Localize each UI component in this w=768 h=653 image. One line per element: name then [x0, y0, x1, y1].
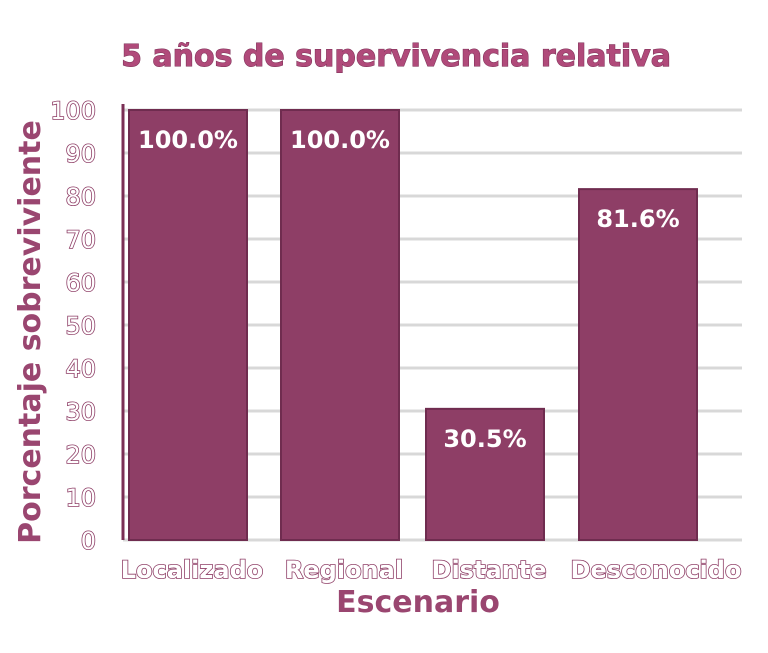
bars: 100.0% 100.0% 30.5% 81.6% [128, 109, 698, 541]
y-tick-label: 60 [65, 269, 96, 297]
x-axis-title: Escenario [336, 585, 500, 620]
x-category-labels: Localizado Regional Distante Desconocido [120, 555, 742, 585]
y-tick-label: 70 [65, 226, 96, 254]
bar-value-label: 30.5% [443, 425, 526, 453]
chart-title: 5 años de supervivencia relativa [121, 39, 671, 74]
y-tick-label: 80 [65, 183, 96, 211]
x-category-label: Regional [285, 556, 403, 584]
y-tick-label: 50 [65, 312, 96, 340]
y-tick-label: 0 [81, 527, 96, 555]
y-tick-label: 20 [65, 441, 96, 469]
y-tick-label: 40 [65, 355, 96, 383]
y-tick-labels: 0 10 20 30 40 50 60 70 80 90 100 [49, 96, 96, 556]
bar-desconocido [578, 188, 698, 541]
x-category-label: Localizado [121, 556, 264, 584]
y-tick-label: 100 [50, 97, 96, 125]
y-axis-title: Porcentaje sobreviviente [13, 120, 48, 544]
y-tick-label: 10 [65, 484, 96, 512]
bar-value-label: 100.0% [290, 126, 390, 154]
x-category-label: Desconocido [571, 556, 742, 584]
bar-value-label: 81.6% [596, 205, 679, 233]
x-category-label: Distante [432, 556, 547, 584]
bar-distante [425, 407, 545, 541]
y-tick-label: 90 [65, 140, 96, 168]
bar-value-label: 100.0% [138, 126, 238, 154]
bar-regional [280, 109, 400, 541]
bar-localizado [128, 109, 248, 541]
y-tick-label: 30 [65, 398, 96, 426]
